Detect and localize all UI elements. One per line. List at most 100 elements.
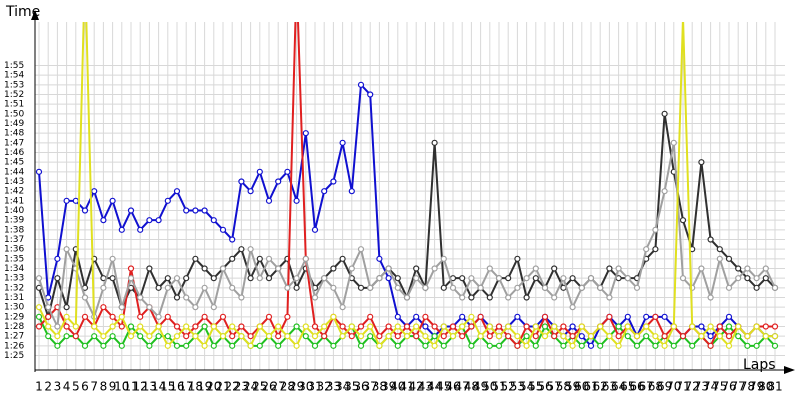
point [367,91,374,98]
point [210,342,217,349]
point [35,304,43,311]
point [403,323,411,330]
point [348,188,355,195]
point [173,188,181,195]
point [725,255,733,262]
point [265,275,273,282]
point [137,323,144,330]
point [54,323,61,330]
point [339,333,346,340]
point [698,265,705,272]
point [376,342,383,349]
point [514,333,521,340]
point [321,275,328,282]
point [422,313,429,320]
point [302,333,309,340]
y-tick-label: 1:37 [4,235,24,245]
point [394,313,401,320]
point [173,342,181,349]
point [146,342,153,349]
point [652,342,659,349]
point [569,304,576,311]
point [679,333,687,340]
y-tick-label: 1:34 [4,264,24,274]
point [541,313,549,320]
point [284,313,291,320]
point [459,313,466,320]
point [219,333,227,340]
point [422,323,429,330]
point [109,313,116,320]
point [229,323,236,330]
point [173,323,181,330]
point [413,313,420,320]
x-tick-label: 27 [271,380,286,394]
point [72,323,79,330]
x-tick-label: 29 [289,380,304,394]
y-tick-label: 1:55 [4,61,24,71]
x-tick-label: 37 [363,380,378,394]
point [468,313,475,320]
x-tick-label: 48 [464,380,479,394]
point [716,323,723,330]
point [183,207,190,214]
point [707,236,714,243]
y-tick-label: 1:32 [4,283,24,293]
x-tick-label: 55 [528,380,543,394]
point [495,333,503,340]
point [339,323,346,330]
x-tick-label: 5 [72,380,80,394]
point [293,284,300,291]
point [192,333,199,340]
point [532,275,539,282]
x-tick-label: 19 [197,380,212,394]
point [615,323,622,330]
x-tick-label: 59 [565,380,580,394]
point [275,178,282,185]
point [551,333,558,340]
point [183,333,190,340]
point [523,275,530,282]
point [293,197,300,204]
x-tick-label: 58 [556,380,571,394]
point [302,130,309,137]
point [348,265,355,272]
point [311,323,319,330]
point [339,304,346,311]
point [505,323,512,330]
point [431,323,438,330]
point [311,333,319,340]
point [219,313,227,320]
point [192,304,199,311]
point [477,284,484,291]
point [422,333,429,340]
point [578,342,585,349]
point [155,313,162,320]
point [385,265,392,272]
point [707,333,714,340]
point [551,294,558,301]
point [449,323,457,330]
point [505,275,512,282]
point [63,304,70,311]
point [210,275,217,282]
point [339,139,346,146]
x-tick-label: 2 [44,380,52,394]
point [753,275,760,282]
point [247,333,254,340]
x-tick-label: 11 [123,380,138,394]
x-tick-label: 79 [749,380,764,394]
x-tick-label: 70 [666,380,681,394]
point [725,342,733,349]
point [155,284,162,291]
point [330,284,337,291]
x-tick-label: 81 [767,380,782,394]
y-tick-label: 1:39 [4,216,24,226]
x-tick-label: 67 [639,380,654,394]
point [146,265,153,272]
x-tick-label: 23 [234,380,249,394]
point [569,333,576,340]
point [100,342,107,349]
point [63,333,70,340]
